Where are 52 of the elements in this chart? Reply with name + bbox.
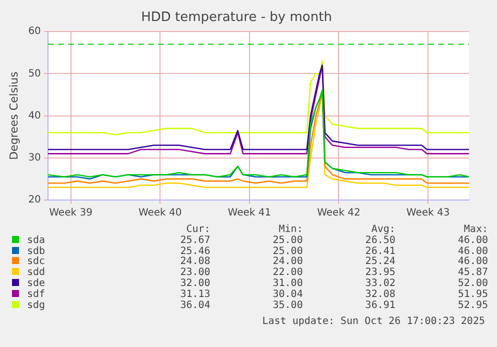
text: 46.00 — [456, 234, 488, 246]
text: Avg: — [370, 224, 396, 236]
text: 24.00 — [272, 256, 303, 268]
text: 26.41 — [364, 246, 396, 257]
text: 32.00 — [179, 278, 210, 290]
text: 36.91 — [364, 300, 396, 312]
legend-label: sda — [26, 234, 46, 246]
text: 52.00 — [456, 278, 488, 290]
text: 31.13 — [179, 288, 210, 300]
y-tick-label: 40 — [28, 110, 41, 122]
text: 25.24 — [364, 256, 396, 268]
legend-label: sdb — [26, 246, 46, 257]
text: 22.00 — [272, 267, 303, 278]
text: 23.00 — [179, 267, 210, 278]
x-tick-label: Week 42 — [317, 208, 360, 219]
chart-title: HDD temperature - by month — [141, 10, 332, 26]
y-tick-label: 60 — [28, 26, 41, 38]
text: 51.95 — [456, 288, 488, 300]
text: 36.04 — [179, 300, 210, 312]
text: 30.04 — [272, 288, 303, 300]
text: 25.46 — [179, 246, 210, 257]
text: 26.50 — [364, 234, 396, 246]
text: 52.95 — [456, 300, 488, 312]
legend-label: sdf — [26, 288, 46, 300]
x-tick-label: Week 39 — [49, 208, 92, 219]
text: 46.00 — [456, 256, 488, 268]
text: Cur: — [185, 224, 210, 236]
text: Max: — [462, 224, 488, 236]
legend-label: sdg — [26, 300, 46, 312]
text: Min: — [278, 224, 303, 236]
y-tick-label: 50 — [28, 68, 41, 80]
text: 25.00 — [272, 234, 303, 246]
text: 46.00 — [456, 246, 488, 257]
legend-label: sde — [26, 278, 46, 289]
text: Last update: Sun Oct 26 17:00:23 2025 — [262, 316, 485, 327]
text: 32.08 — [364, 288, 396, 300]
x-tick-label: Week 41 — [228, 208, 272, 219]
text: 25.00 — [272, 246, 303, 257]
text: 31.00 — [272, 278, 303, 290]
x-tick-label: Week 43 — [406, 208, 450, 219]
text: 35.00 — [272, 300, 303, 312]
y-tick-label: 20 — [28, 194, 41, 206]
text: 23.95 — [364, 267, 396, 278]
text: 25.67 — [179, 234, 210, 246]
x-tick-label: Week 40 — [138, 208, 182, 219]
text: 45.87 — [456, 267, 488, 278]
text: 33.02 — [364, 278, 396, 290]
y-axis-title: Degrees Celsius — [7, 71, 20, 160]
y-tick-label: 30 — [28, 152, 41, 164]
legend-label: sdc — [26, 256, 46, 268]
legend-label: sdd — [26, 267, 46, 278]
text: 24.08 — [179, 256, 210, 268]
